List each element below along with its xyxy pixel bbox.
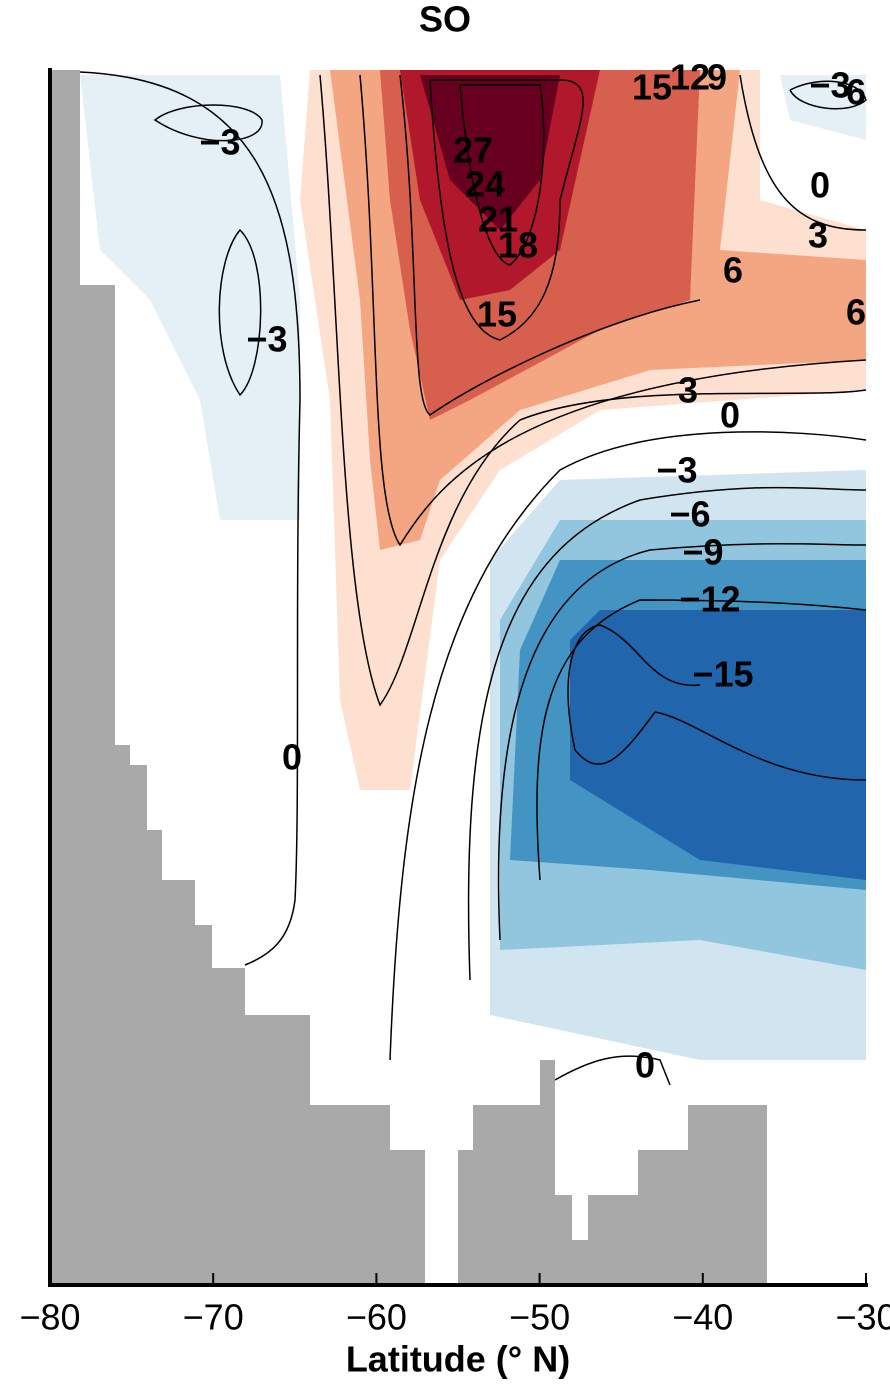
bathymetry bbox=[50, 70, 425, 1285]
contour-label: 3 bbox=[808, 215, 828, 256]
contour-label: 6 bbox=[723, 250, 743, 291]
x-tick-label: −60 bbox=[346, 1297, 407, 1338]
contour-label: 27 bbox=[453, 130, 493, 171]
contour-label: −3 bbox=[246, 319, 287, 360]
contour-label: 0 bbox=[282, 737, 302, 778]
contour-label: −15 bbox=[692, 654, 753, 695]
contour-label: −3 bbox=[809, 65, 850, 106]
contour-label: −3 bbox=[656, 450, 697, 491]
contour-label: −9 bbox=[682, 532, 723, 573]
contour-label: 3 bbox=[678, 370, 698, 411]
contour-label: −12 bbox=[679, 579, 740, 620]
x-tick-label: −50 bbox=[509, 1297, 570, 1338]
contour-lines bbox=[79, 71, 867, 1086]
x-tick-label: −40 bbox=[672, 1297, 733, 1338]
x-axis-label: Latitude (° N) bbox=[346, 1339, 570, 1380]
contour-label: 18 bbox=[498, 225, 538, 266]
contour-label: 6 bbox=[846, 72, 866, 113]
contour-label: −3 bbox=[199, 122, 240, 163]
field bbox=[80, 70, 866, 1060]
contour-label: 0 bbox=[810, 165, 830, 206]
x-tick-label: −80 bbox=[19, 1297, 80, 1338]
contour-label: 0 bbox=[720, 395, 740, 436]
contour-label: 9 bbox=[707, 57, 727, 98]
contour-label: 21 bbox=[478, 199, 518, 240]
contour-label: 15 bbox=[477, 294, 517, 335]
chart-title: SO bbox=[419, 0, 471, 40]
contour-label: 6 bbox=[846, 292, 866, 333]
contour-label: 15 bbox=[632, 67, 672, 108]
x-tick-label: −70 bbox=[183, 1297, 244, 1338]
contour-label: −6 bbox=[669, 494, 710, 535]
contour-label: 0 bbox=[635, 1045, 655, 1086]
x-tick-label: −30 bbox=[835, 1297, 890, 1338]
contour-label: 12 bbox=[670, 57, 710, 98]
contour-label: 24 bbox=[465, 164, 505, 205]
bathymetry bbox=[458, 1060, 767, 1285]
